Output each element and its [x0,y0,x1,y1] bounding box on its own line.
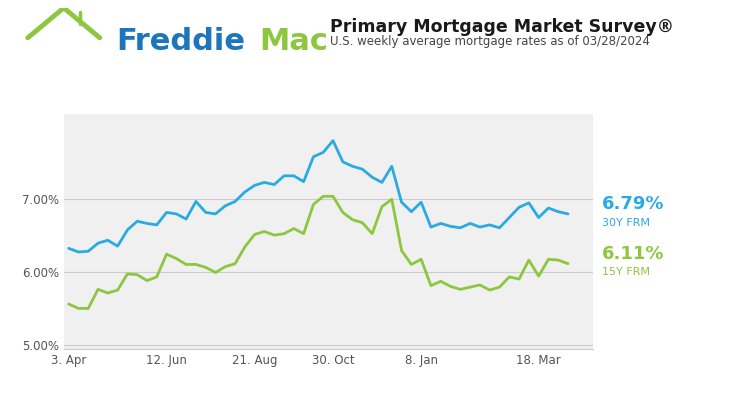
Text: Mac: Mac [259,27,328,56]
Text: 6.79%: 6.79% [602,195,664,213]
Text: Primary Mortgage Market Survey®: Primary Mortgage Market Survey® [330,18,674,36]
Text: U.S. weekly average mortgage rates as of 03/28/2024: U.S. weekly average mortgage rates as of… [330,35,650,48]
Text: 6.11%: 6.11% [602,245,664,263]
Text: 30Y FRM: 30Y FRM [602,217,650,228]
Text: 15Y FRM: 15Y FRM [602,268,650,277]
Text: Freddie: Freddie [116,27,245,56]
